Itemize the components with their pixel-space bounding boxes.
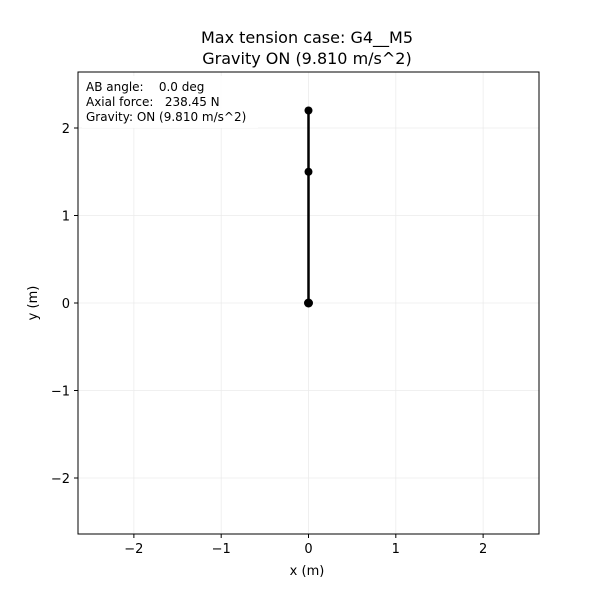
series-point: [304, 298, 313, 308]
x-tick-label: 2: [479, 542, 487, 557]
series-point: [304, 106, 313, 115]
y-tick-label: 2: [62, 122, 70, 137]
info-line-gravity: Gravity: ON (9.810 m/s^2): [86, 110, 246, 124]
series-point: [304, 167, 313, 176]
info-line-angle: AB angle: 0.0 deg: [86, 80, 204, 94]
x-tick-label: −1: [212, 542, 231, 557]
y-tick-label: −2: [51, 472, 70, 487]
info-line-axial-force: Axial force: 238.45 N: [86, 95, 220, 109]
y-axis-label: y (m): [26, 286, 41, 321]
y-tick-label: 0: [62, 297, 70, 312]
chart-subtitle: Gravity ON (9.810 m/s^2): [202, 49, 411, 68]
info-box: [82, 76, 258, 128]
chart-title: Max tension case: G4__M5: [201, 28, 413, 48]
x-axis-label: x (m): [290, 564, 325, 579]
x-tick-label: 0: [304, 542, 312, 557]
y-tick-label: −1: [51, 385, 70, 400]
y-tick-label: 1: [62, 210, 70, 225]
tick-layer: −2 −1 0 1 2 −2 −1 0 1 2: [51, 122, 487, 557]
x-tick-label: −2: [124, 542, 143, 557]
x-tick-label: 1: [392, 542, 400, 557]
series-layer: [304, 106, 313, 308]
